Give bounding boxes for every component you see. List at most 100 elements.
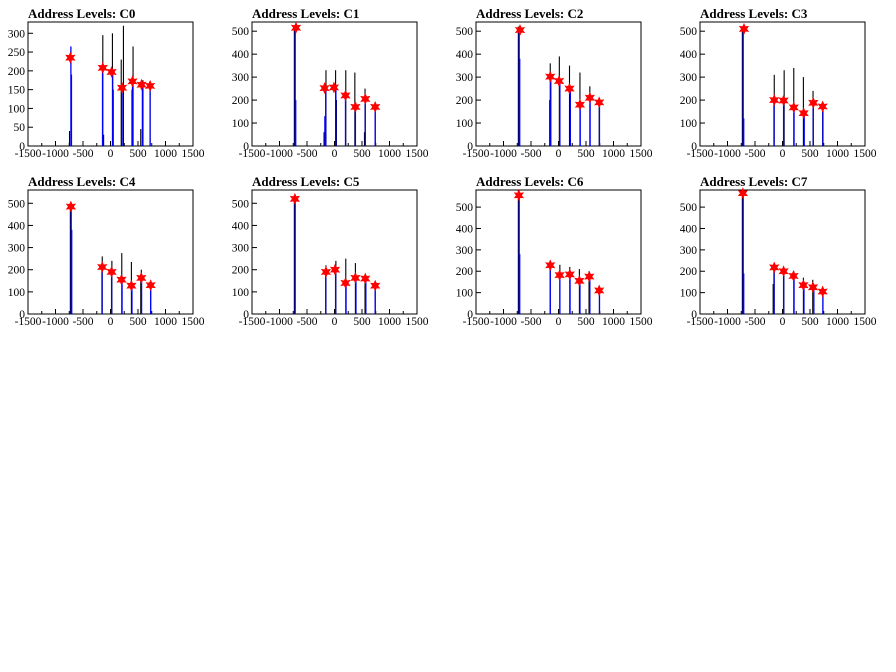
chart-title: Address Levels: C7 bbox=[700, 174, 808, 189]
x-tick-label: 0 bbox=[780, 148, 786, 160]
peak-marker bbox=[769, 94, 780, 107]
peak-marker bbox=[97, 61, 108, 74]
x-tick-label: -1000 bbox=[266, 316, 293, 328]
x-tick-label: -500 bbox=[296, 316, 317, 328]
peak-marker bbox=[584, 270, 595, 283]
x-tick-label: -1000 bbox=[490, 148, 517, 160]
peak-marker bbox=[106, 265, 117, 278]
y-tick-label: 200 bbox=[232, 95, 250, 107]
y-tick-label: 200 bbox=[456, 95, 474, 107]
chart-title: Address Levels: C2 bbox=[476, 6, 583, 21]
x-tick-label: 0 bbox=[556, 316, 562, 328]
x-tick-label: -1000 bbox=[490, 316, 517, 328]
x-tick-label: 1000 bbox=[378, 316, 401, 328]
y-tick-label: 500 bbox=[680, 26, 698, 38]
peak-marker bbox=[513, 189, 525, 202]
y-tick-label: 100 bbox=[8, 287, 26, 299]
peak-marker bbox=[817, 100, 828, 113]
y-tick-label: 200 bbox=[680, 266, 698, 278]
chart-panel-c1: Address Levels: C10100200300400500-1500-… bbox=[232, 6, 429, 160]
y-tick-label: 500 bbox=[456, 26, 474, 38]
x-tick-label: 1500 bbox=[406, 316, 429, 328]
x-tick-label: 500 bbox=[353, 148, 371, 160]
peak-marker bbox=[116, 81, 128, 94]
peak-marker bbox=[145, 279, 156, 292]
y-tick-label: 0 bbox=[467, 309, 473, 321]
y-tick-label: 200 bbox=[456, 266, 474, 278]
x-tick-label: 1000 bbox=[602, 316, 625, 328]
peak-marker bbox=[769, 261, 780, 274]
peak-marker bbox=[798, 107, 809, 120]
peak-marker bbox=[289, 192, 301, 205]
peak-marker bbox=[370, 279, 381, 292]
y-tick-label: 500 bbox=[232, 26, 250, 38]
y-tick-label: 250 bbox=[8, 47, 26, 59]
x-tick-label: -1500 bbox=[463, 316, 490, 328]
peak-marker bbox=[594, 284, 605, 297]
peak-marker bbox=[97, 261, 108, 274]
y-tick-label: 0 bbox=[19, 141, 25, 153]
y-tick-label: 300 bbox=[8, 243, 26, 255]
y-tick-label: 100 bbox=[232, 287, 250, 299]
chart-title: Address Levels: C5 bbox=[252, 174, 360, 189]
peak-marker bbox=[788, 269, 799, 282]
peak-marker bbox=[514, 24, 526, 36]
peak-marker bbox=[737, 187, 749, 200]
y-tick-label: 0 bbox=[467, 141, 473, 153]
x-tick-label: 1000 bbox=[154, 316, 177, 328]
x-tick-label: 1000 bbox=[602, 148, 625, 160]
y-tick-label: 200 bbox=[8, 265, 26, 277]
y-tick-label: 500 bbox=[232, 198, 250, 210]
x-tick-label: 1500 bbox=[854, 148, 877, 160]
x-tick-label: 1500 bbox=[630, 148, 653, 160]
peak-marker bbox=[778, 265, 789, 278]
peak-marker bbox=[554, 269, 565, 282]
plot-frame bbox=[475, 189, 642, 315]
peak-marker bbox=[574, 274, 585, 287]
y-tick-label: 400 bbox=[680, 49, 698, 61]
x-tick-label: -500 bbox=[72, 148, 93, 160]
y-tick-label: 100 bbox=[8, 103, 26, 115]
peak-marker bbox=[798, 279, 809, 292]
y-tick-label: 100 bbox=[456, 288, 474, 300]
peak-marker bbox=[370, 101, 381, 113]
peak-marker bbox=[564, 268, 575, 281]
y-tick-label: 0 bbox=[691, 309, 697, 321]
x-tick-label: 1000 bbox=[826, 316, 849, 328]
x-tick-label: -1500 bbox=[687, 148, 714, 160]
y-tick-label: 150 bbox=[8, 85, 26, 97]
y-tick-label: 200 bbox=[680, 95, 698, 107]
x-tick-label: 1500 bbox=[182, 316, 205, 328]
chart-panel-c2: Address Levels: C20100200300400500-1500-… bbox=[456, 6, 653, 160]
x-tick-label: 500 bbox=[577, 316, 595, 328]
x-tick-label: 1500 bbox=[182, 148, 205, 160]
x-tick-label: 500 bbox=[129, 316, 147, 328]
peak-marker bbox=[126, 279, 137, 292]
x-tick-label: -1000 bbox=[42, 316, 69, 328]
y-tick-label: 300 bbox=[680, 72, 698, 84]
x-tick-label: -1000 bbox=[714, 316, 741, 328]
x-tick-label: -1500 bbox=[239, 148, 266, 160]
peak-marker bbox=[594, 96, 605, 109]
y-tick-label: 400 bbox=[232, 220, 250, 232]
plot-frame bbox=[699, 189, 866, 315]
y-tick-label: 0 bbox=[243, 309, 249, 321]
peak-marker bbox=[136, 271, 147, 284]
peak-marker bbox=[144, 79, 156, 92]
chart-panel-c6: Address Levels: C60100200300400500-1500-… bbox=[456, 174, 653, 328]
peak-marker bbox=[788, 101, 799, 114]
peak-marker bbox=[136, 78, 147, 91]
y-tick-label: 400 bbox=[680, 223, 698, 235]
peak-marker bbox=[778, 94, 789, 107]
chart-title: Address Levels: C3 bbox=[700, 6, 808, 21]
x-tick-label: -1000 bbox=[42, 148, 69, 160]
x-tick-label: 500 bbox=[353, 316, 371, 328]
peak-marker bbox=[350, 101, 361, 113]
x-tick-label: 0 bbox=[556, 148, 562, 160]
x-tick-label: 500 bbox=[801, 148, 819, 160]
peak-marker bbox=[65, 200, 77, 213]
peak-marker bbox=[116, 273, 127, 286]
x-tick-label: 0 bbox=[108, 316, 114, 328]
y-tick-label: 400 bbox=[456, 223, 474, 235]
